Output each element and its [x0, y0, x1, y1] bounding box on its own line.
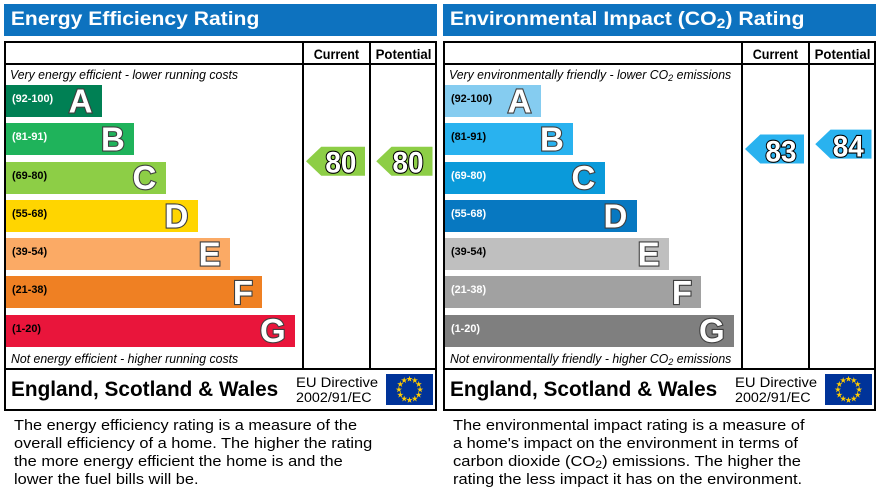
svg-text:G: G: [260, 312, 286, 349]
svg-text:80: 80: [325, 147, 356, 180]
svg-text:80: 80: [393, 147, 424, 180]
svg-text:E: E: [638, 236, 660, 273]
svg-text:A: A: [69, 82, 93, 119]
svg-text:B: B: [101, 121, 125, 158]
svg-text:B: B: [540, 121, 564, 158]
svg-text:84: 84: [833, 131, 864, 164]
svg-text:D: D: [604, 197, 628, 234]
svg-text:D: D: [165, 197, 189, 234]
svg-text:C: C: [572, 159, 596, 196]
svg-text:83: 83: [766, 135, 797, 168]
svg-text:A: A: [508, 82, 532, 119]
svg-text:F: F: [672, 274, 692, 311]
svg-text:F: F: [233, 274, 253, 311]
svg-text:G: G: [699, 312, 725, 349]
svg-text:C: C: [133, 159, 157, 196]
svg-text:E: E: [199, 236, 221, 273]
